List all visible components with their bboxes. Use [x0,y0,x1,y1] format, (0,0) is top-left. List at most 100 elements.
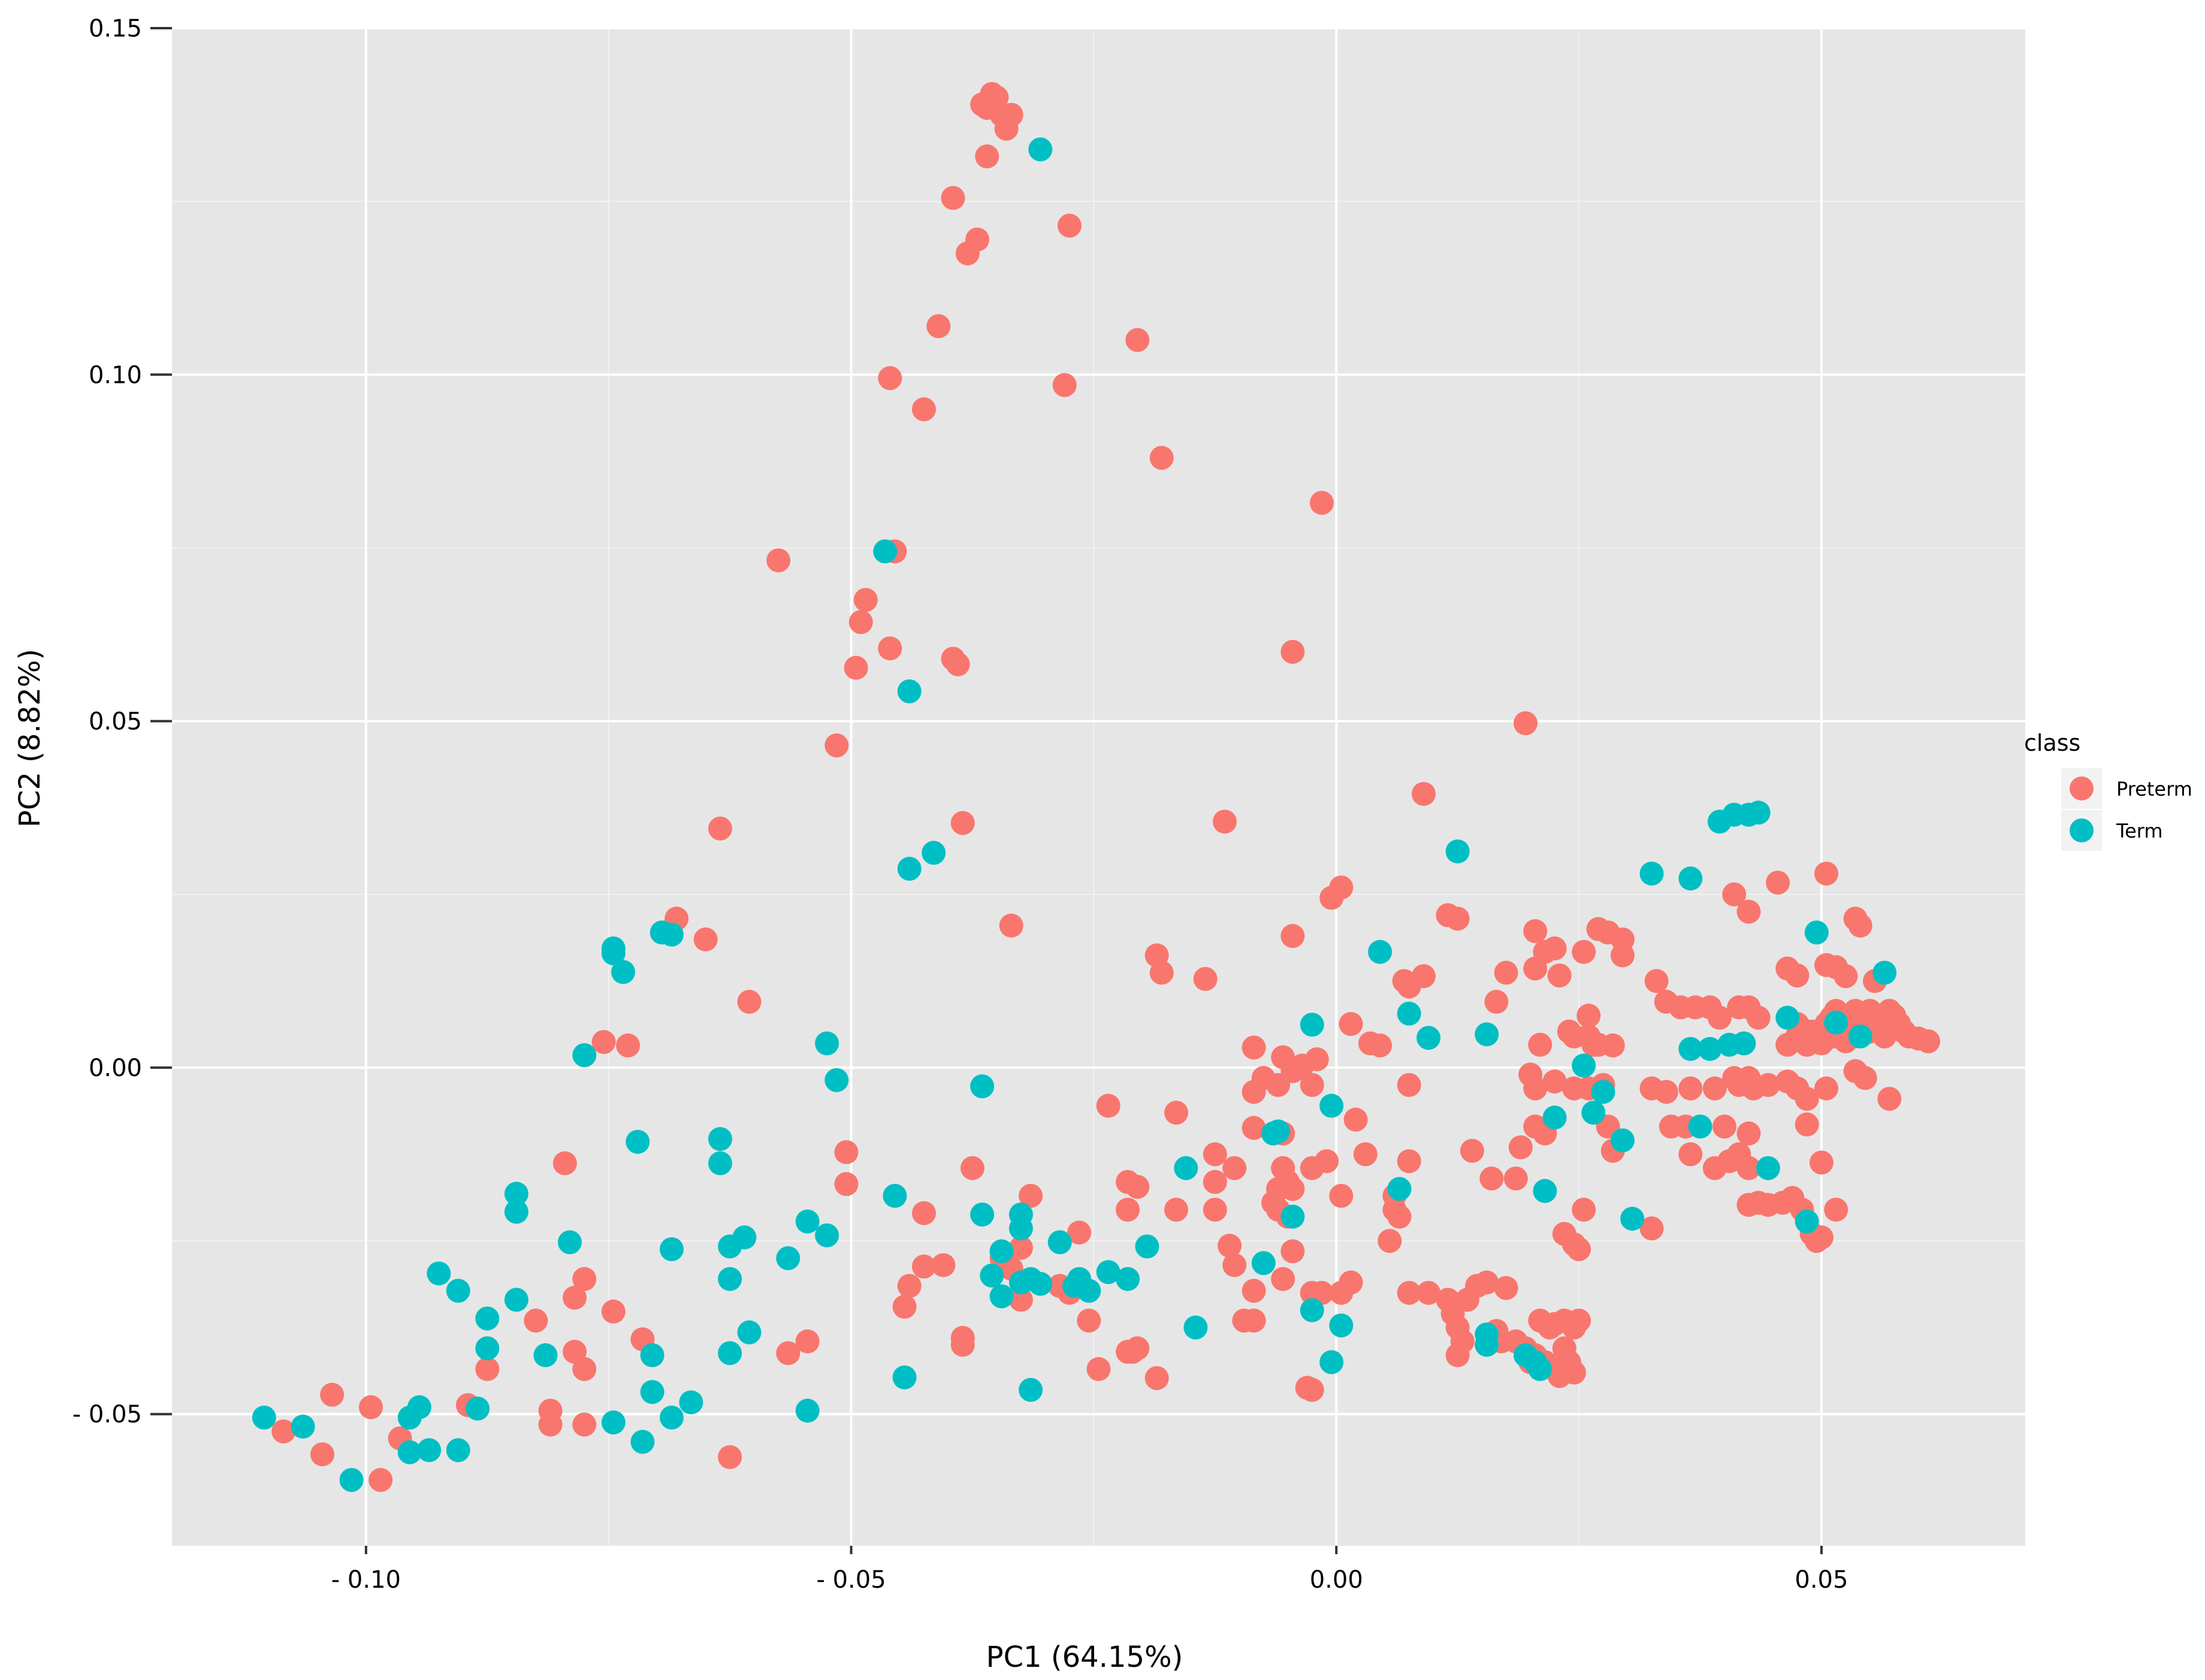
point-preterm [1300,1377,1324,1402]
point-term [1300,1013,1324,1037]
point-preterm [1523,919,1548,944]
point-preterm [1572,939,1596,964]
point-preterm [572,1357,597,1382]
point-preterm [1824,1198,1848,1222]
point-preterm [271,1419,296,1444]
point-preterm [931,1253,956,1277]
point-term [417,1438,442,1463]
point-preterm [1809,1150,1834,1175]
point-preterm [1853,1066,1877,1090]
point-term [708,1127,732,1152]
point-term [1610,1128,1635,1153]
point-preterm [1416,1280,1441,1305]
x-tick-label: - 0.10 [331,1566,401,1594]
point-preterm [1304,1047,1329,1072]
point-preterm [1086,1357,1111,1382]
point-term [252,1406,276,1430]
point-term [1795,1209,1819,1234]
point-term [1329,1313,1354,1338]
point-preterm [1164,1101,1189,1125]
point-preterm [1756,1072,1780,1097]
point-preterm [563,1285,587,1310]
point-preterm [1397,1072,1421,1097]
point-preterm [1149,446,1174,470]
point-term [1008,1216,1033,1241]
point-term [1475,1022,1499,1047]
point-term [1135,1234,1159,1259]
x-tick-label: 0.00 [1310,1566,1363,1594]
point-preterm [950,1332,975,1357]
y-tick-label: 0.10 [89,361,142,389]
point-term [1416,1026,1441,1050]
point-preterm [1445,1343,1470,1367]
point-preterm [1242,1116,1266,1140]
point-term [504,1288,528,1312]
point-term [922,841,946,865]
point-term [708,1151,732,1176]
point-preterm [844,655,868,680]
x-axis-title: PC1 (64.15%) [986,1640,1183,1674]
point-preterm [1019,1183,1043,1208]
point-preterm [1814,862,1839,886]
point-preterm [475,1357,500,1382]
point-preterm [693,927,718,951]
point-term [1528,1357,1552,1382]
point-preterm [1144,1366,1169,1391]
point-preterm [1654,1080,1678,1104]
point-term [1475,1332,1499,1357]
point-term [397,1440,422,1464]
point-term [679,1390,703,1415]
point-term [815,1223,839,1247]
point-preterm [1116,1198,1140,1222]
point-preterm [1475,1270,1499,1295]
point-preterm [1644,969,1669,993]
point-preterm [1547,963,1572,988]
point-preterm [1343,1107,1368,1132]
point-preterm [1523,956,1548,981]
point-preterm [1877,1086,1902,1111]
point-preterm [941,186,965,210]
point-term [504,1182,528,1206]
point-preterm [1280,639,1305,664]
point-preterm [1164,1198,1189,1222]
point-term [1387,1177,1412,1201]
point-term [824,1068,849,1092]
point-preterm [320,1382,345,1407]
point-term [630,1430,655,1454]
point-preterm [1848,913,1872,938]
point-preterm [946,652,970,676]
point-preterm [878,366,902,391]
point-preterm [1712,1114,1736,1139]
point-preterm [955,241,980,265]
point-term [732,1225,757,1250]
point-term [873,539,898,564]
point-term [776,1246,801,1271]
legend-swatch-preterm [2070,776,2094,800]
x-tick-label: 0.05 [1795,1566,1848,1594]
point-preterm [1397,1149,1421,1174]
point-preterm [1280,1177,1305,1201]
point-term [1445,839,1470,864]
point-term [611,960,636,984]
point-preterm [1077,1309,1101,1333]
point-preterm [1479,1166,1504,1190]
point-preterm [538,1412,563,1437]
point-term [1620,1207,1645,1231]
point-term [1028,137,1053,162]
point-preterm [897,1274,922,1298]
point-term [640,1380,664,1404]
point-preterm [1736,899,1761,924]
point-term [718,1341,742,1365]
point-preterm [718,1445,742,1469]
point-term [815,1031,839,1056]
point-preterm [1795,1019,1819,1044]
point-preterm [1309,491,1334,515]
point-preterm [1523,1076,1548,1101]
point-preterm [1266,1072,1291,1097]
point-term [339,1468,364,1492]
point-term [1688,1114,1712,1139]
point-term [1804,920,1829,945]
point-term [1266,1119,1291,1144]
point-preterm [1203,1142,1227,1167]
x-tick-label: - 0.05 [816,1566,886,1594]
